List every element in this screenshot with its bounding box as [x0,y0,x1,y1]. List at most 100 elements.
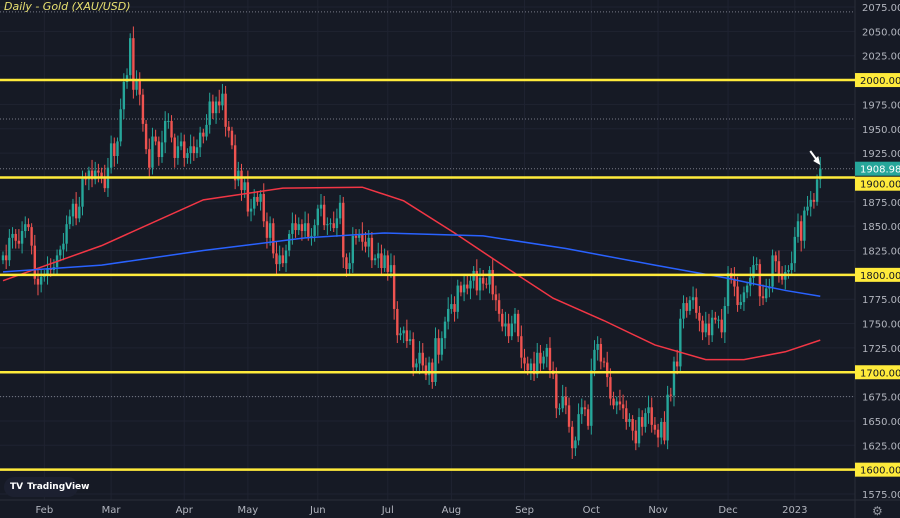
settings-gear-icon[interactable]: ⚙ [872,504,883,518]
candle [119,98,122,147]
candle [138,72,141,106]
candle [507,313,510,344]
candle [361,222,364,251]
candle-body [129,38,132,76]
candle-body [303,223,307,232]
candle-body [647,407,650,414]
candle-body [443,321,447,339]
candle-body [660,421,663,438]
candle-body [561,396,564,409]
candle-body [396,308,399,336]
candle [1,251,5,265]
candle-body [637,417,641,444]
candle-body [758,264,762,297]
candle-body [113,143,116,157]
candle [405,319,409,348]
candle [116,137,119,164]
level-label-bg [855,73,900,88]
candle [335,208,339,237]
y-tick-label: 1575.000 [862,490,900,501]
candle-body [240,170,243,191]
y-tick-label: 1825.000 [862,247,900,258]
candle-body [246,182,250,212]
candle-body [504,323,507,327]
candle-body [275,253,278,265]
candle [704,311,707,338]
candle-body [265,221,269,238]
candle [774,251,777,272]
candle [771,249,774,293]
candle [167,113,170,129]
candle-body [259,194,262,202]
x-tick-label: Mar [102,505,122,516]
candle-body [205,124,208,137]
candle-body [434,338,437,382]
candle [714,311,717,324]
x-tick-label: Oct [583,505,600,516]
candle [787,265,790,279]
candle-body [386,255,389,272]
candle-body [281,255,285,264]
candle-body [179,141,183,147]
candle-body [656,429,660,438]
candle-body [542,356,545,364]
candle [94,161,97,185]
x-tick-label: Jul [381,505,394,516]
candle-body [1,255,5,261]
candle [456,279,459,319]
candle [268,216,272,246]
candle [74,192,78,226]
candle-body [618,401,622,405]
candle-body [510,323,513,337]
candle-body [615,401,618,406]
candle [742,286,746,311]
candle-body [440,338,444,355]
x-tick-label: Sep [515,505,534,516]
candle-body [488,269,491,285]
candle-body [590,370,593,426]
candle-body [230,130,234,146]
candle-body [558,408,561,410]
candle-body [364,241,367,247]
candle-body [392,265,396,309]
candle [192,136,195,161]
candle [386,250,389,281]
candle-body [793,236,797,264]
candle [84,172,87,186]
y-tick-label: 1750.000 [862,320,900,331]
candle [644,408,647,433]
tradingview-logo[interactable]: TV TradingView [4,477,89,497]
candle [663,411,666,445]
candle-body [227,126,230,131]
level-label-bg [855,176,900,191]
candle [733,267,736,297]
candle-body [408,339,412,342]
candle [364,231,367,253]
candle-body [755,264,758,266]
candle [218,89,221,114]
candle [596,336,599,361]
candle [46,256,49,285]
candle-body [71,203,75,217]
candle [523,348,526,372]
candle-body [501,313,504,327]
x-tick-label: Nov [648,505,668,516]
candle [679,308,682,372]
candle [497,293,501,322]
candle [615,396,618,415]
candle-body [749,277,752,286]
candle [777,250,781,283]
candle [380,244,383,275]
candle-body [555,374,558,409]
candle [237,161,240,187]
candle [154,129,157,146]
candle [602,357,606,368]
candle [396,301,399,344]
candle [488,266,491,294]
candle-body [672,361,676,396]
candle-body [300,224,304,232]
candle-body [412,339,415,368]
candle-body [243,182,246,191]
candle [55,249,59,276]
